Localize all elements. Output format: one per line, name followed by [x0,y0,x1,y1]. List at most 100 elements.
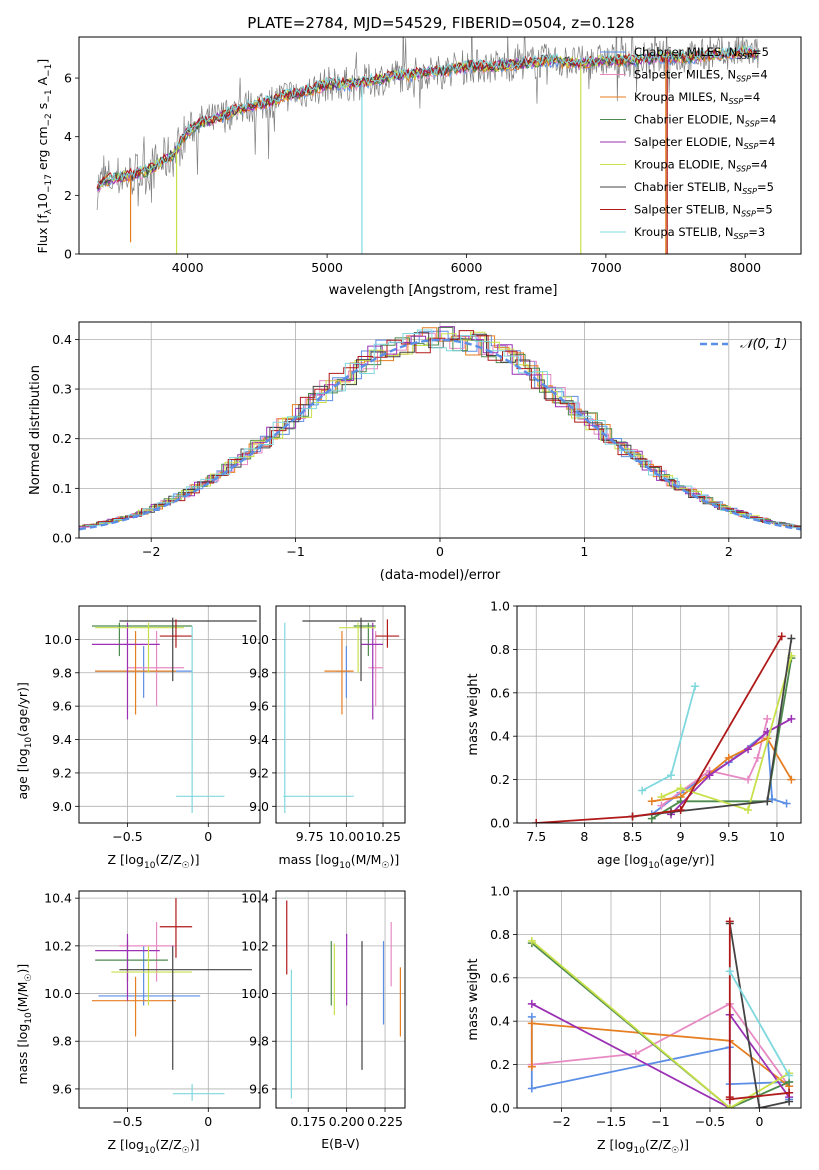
x-axis-label-part: 10 [633,1146,645,1156]
legend-label-suffix: =3 [748,225,765,239]
y-tick-label: 4 [64,129,72,144]
legend-label-sub: SSP [729,97,744,106]
axes-spectrum: 4000 5000 6000 7000 8000 0 2 4 6 Chabrier MILES, … [35,36,802,298]
weight-marker [725,1104,734,1108]
legend-label-sub: SSP [736,75,751,84]
weight-marker [785,1097,794,1106]
histogram-series [80,331,801,528]
x-tick-label: −1 [286,544,304,559]
weight-marker [763,714,772,723]
legend-label-sub: SSP [742,187,757,196]
x-tick-label: 0 [204,1114,212,1129]
axes-frame [78,36,802,255]
legend-label-main: Chabrier MILES, N [634,45,737,59]
y-tick-label: 9.8 [52,665,72,680]
y-axis-label-part: −1 [44,64,54,77]
y-tick-label: 9.0 [249,799,269,814]
y-tick-label: 10.2 [44,938,72,953]
legend-label-suffix: =4 [760,113,777,127]
weight-marker [744,805,753,814]
axes-frame [275,890,406,1109]
weight-marker [785,1071,794,1080]
weight-marker [753,753,762,762]
y-tick-label: 0 [64,247,72,262]
legend-label-suffix: =4 [743,90,760,104]
x-tick-label: 0.175 [290,1114,326,1129]
y-tick-label: 0.0 [490,1101,510,1116]
x-axis-label-part: 10 [339,861,351,871]
weight-line [632,638,793,818]
weight-line [531,1002,790,1087]
legend-label-main: Chabrier STELIB, N [634,180,742,194]
plot-area [276,606,405,823]
weight-marker [631,1049,640,1058]
y-axis-label-part: (M/M [15,982,30,1013]
y-axis-label: age [log10(age/yr)] [15,682,34,799]
weight-marker [777,632,786,641]
y-tick-label: 0.3 [52,382,72,397]
weight-marker [657,801,666,810]
legend-label-main: Salpeter MILES, N [634,68,736,82]
x-tick-label: 4000 [172,260,204,275]
y-tick-label: 6 [64,71,72,86]
legend-label: Chabrier ELODIE, NSSP=4 [634,113,776,129]
x-axis-label-part: )] [679,1137,689,1152]
normal-curve [79,338,801,531]
weight-marker [725,967,734,976]
x-tick-label: 8000 [729,260,761,275]
histogram-series [83,330,801,528]
weight-marker [657,792,666,801]
x-axis-label-part: ☉ [671,1146,679,1156]
weight-marker [705,771,714,780]
x-tick-label: 10.25 [365,829,401,844]
x-tick-label: 9.5 [719,829,739,844]
y-tick-label: 0.0 [52,531,72,546]
y-axis-label-part: 10 [35,193,50,209]
x-tick-label: −0.5 [695,1114,725,1129]
x-axis-label-part: Z [log [597,1137,633,1152]
axes-frame [516,890,802,1109]
x-axis-label-part: )] [389,852,399,867]
x-axis-label: Z [log10(Z/Z☉)] [108,1137,200,1156]
x-tick-label: 0.225 [367,1114,403,1129]
y-tick-label: 0.1 [52,481,72,496]
weight-marker [768,795,777,804]
legend-label-suffix: =5 [756,203,773,217]
legend-label-main: Kroupa ELODIE, N [634,158,736,172]
y-axis-label: mass weight [466,673,481,755]
x-axis-label-part: )] [190,1137,200,1152]
weight-marker [744,775,753,784]
x-tick-label: 10.00 [328,829,364,844]
x-tick-label: −0.5 [112,829,142,844]
y-tick-label: 1.0 [490,884,510,899]
y-tick-label: 9.2 [52,765,72,780]
x-tick-label: 7.5 [526,829,546,844]
weight-marker [527,936,536,945]
y-tick-label: 9.4 [52,732,72,747]
y-tick-label: 0.2 [490,1057,510,1072]
y-axis-label-part: −17 [44,174,54,193]
y-tick-label: 9.6 [52,1081,72,1096]
axes-frame [78,605,261,824]
weight-line [531,942,790,1108]
legend-label-suffix: =4 [758,135,775,149]
y-axis-label-part: −2 [44,113,54,126]
legend-label: Kroupa MILES, NSSP=4 [634,90,760,106]
axes-frame [78,890,261,1109]
y-tick-label: 9.0 [52,799,72,814]
axes-age-vs-mass: 9.75 10.00 10.25 9.0 9.2 9.4 9.6 9.8 10.0 mass [l… [241,605,406,871]
legend-label: Kroupa ELODIE, NSSP=4 [634,158,768,174]
y-tick-label: 10.0 [44,986,72,1001]
x-tick-label: −2 [142,544,160,559]
histogram-series [85,329,801,529]
x-tick-label: 0 [204,829,212,844]
x-axis-label-part: (Z/Z [155,852,181,867]
weight-marker [647,814,656,823]
y-tick-label: 0.4 [490,1014,510,1029]
x-axis-label-part: (age/yr)] [660,852,715,867]
y-axis-label-part: 10 [24,737,34,749]
legend-label-sub: SSP [737,52,752,61]
x-axis-label-part: Z [log [108,852,144,867]
y-tick-label: 9.4 [249,732,269,747]
